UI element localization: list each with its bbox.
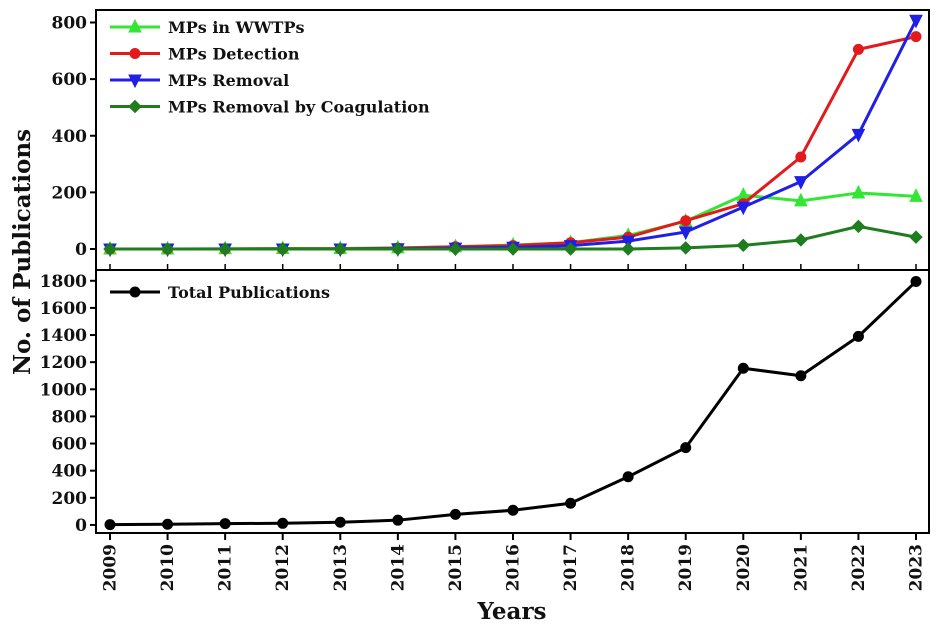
data-point-total-publications xyxy=(334,516,346,528)
data-point-total-publications xyxy=(219,518,231,530)
y-tick-label: 0 xyxy=(75,516,87,536)
legend-marker-mps-detection xyxy=(129,48,141,59)
data-point-mps-removal-by-coagulation xyxy=(851,219,866,234)
data-point-total-publications xyxy=(104,519,116,531)
data-point-mps-in-wwtps xyxy=(851,184,866,199)
data-point-total-publications xyxy=(680,442,692,454)
y-tick-label: 1400 xyxy=(40,326,87,346)
y-tick-label: 1600 xyxy=(40,299,87,319)
y-tick-label: 400 xyxy=(52,127,88,147)
x-tick-label: 2022 xyxy=(849,544,869,591)
data-point-mps-removal-by-coagulation xyxy=(909,230,923,244)
legend-marker-total-publications xyxy=(129,286,141,298)
legend-label-mps-removal-by-coagulation: MPs Removal by Coagulation xyxy=(168,98,430,117)
data-point-total-publications xyxy=(392,514,404,526)
data-point-total-publications xyxy=(622,471,634,483)
data-point-mps-removal-by-coagulation xyxy=(333,242,347,256)
x-tick-label: 2012 xyxy=(273,544,293,591)
y-tick-label: 400 xyxy=(52,462,88,482)
legend-label-mps-in-wwtps: MPs in WWTPs xyxy=(168,18,304,37)
x-tick-label: 2016 xyxy=(504,544,524,591)
data-point-mps-removal xyxy=(909,14,923,29)
y-tick-label: 200 xyxy=(52,183,88,203)
y-tick-label: 800 xyxy=(52,13,88,33)
data-point-mps-removal xyxy=(736,201,751,216)
series-line-mps-detection xyxy=(110,35,917,251)
data-point-mps-removal-by-coagulation xyxy=(563,242,578,256)
data-point-total-publications xyxy=(852,330,864,342)
x-tick-label: 2011 xyxy=(216,544,236,591)
data-point-mps-in-wwtps xyxy=(794,192,808,207)
data-point-mps-removal-by-coagulation xyxy=(218,242,232,256)
data-point-mps-removal-by-coagulation xyxy=(621,242,635,256)
data-point-mps-removal-by-coagulation xyxy=(794,233,808,247)
data-point-mps-removal-by-coagulation xyxy=(391,242,405,256)
legend-label-mps-detection: MPs Detection xyxy=(168,45,300,64)
x-tick-label: 2019 xyxy=(676,544,696,591)
data-point-mps-removal xyxy=(621,235,635,250)
legend-marker-mps-in-wwtps xyxy=(128,18,142,33)
y-tick-label: 600 xyxy=(52,70,88,90)
data-point-mps-removal xyxy=(851,128,866,143)
data-point-total-publications xyxy=(737,362,749,374)
y-tick-label: 1800 xyxy=(40,272,87,292)
data-point-mps-detection xyxy=(795,151,807,163)
legend-label-mps-removal: MPs Removal xyxy=(168,71,289,90)
x-tick-label: 2017 xyxy=(561,544,581,591)
data-point-total-publications xyxy=(565,497,577,509)
x-tick-label: 2023 xyxy=(907,544,927,591)
x-tick-label: 2010 xyxy=(158,544,178,591)
legend-marker-mps-removal-by-coagulation xyxy=(128,99,142,114)
x-tick-label: 2014 xyxy=(388,544,408,591)
data-point-mps-detection xyxy=(910,31,922,43)
plot-frame-bottom xyxy=(95,269,930,534)
x-tick-label: 2020 xyxy=(734,544,754,591)
data-point-mps-detection xyxy=(680,215,692,227)
data-point-total-publications xyxy=(162,518,174,530)
data-point-mps-removal-by-coagulation xyxy=(160,242,175,256)
x-tick-label: 2013 xyxy=(331,544,351,591)
x-tick-label: 2015 xyxy=(446,544,466,591)
data-point-mps-in-wwtps xyxy=(909,188,923,202)
data-point-mps-removal-by-coagulation xyxy=(679,241,693,255)
y-axis-title: No. of Publications xyxy=(9,129,36,375)
data-point-mps-removal-by-coagulation xyxy=(736,238,750,253)
legend-marker-mps-removal xyxy=(128,74,142,89)
data-point-mps-removal xyxy=(678,226,693,241)
y-tick-label: 0 xyxy=(75,240,87,260)
legend-label-total-publications: Total Publications xyxy=(168,283,330,302)
data-point-mps-removal-by-coagulation xyxy=(103,242,117,256)
y-tick-label: 600 xyxy=(52,435,88,455)
data-point-mps-removal-by-coagulation xyxy=(276,242,290,256)
x-tick-label: 2021 xyxy=(791,544,811,591)
y-tick-label: 1200 xyxy=(40,353,87,373)
x-tick-label: 2009 xyxy=(101,544,121,591)
series-line-total-publications xyxy=(109,280,918,527)
data-point-total-publications xyxy=(910,275,922,287)
data-point-mps-detection xyxy=(852,43,864,55)
data-point-mps-removal-by-coagulation xyxy=(448,242,463,256)
data-point-total-publications xyxy=(795,370,807,382)
data-point-mps-removal xyxy=(794,176,808,190)
y-tick-label: 800 xyxy=(52,407,88,427)
data-point-total-publications xyxy=(507,504,519,516)
x-axis-title: Years xyxy=(476,598,546,625)
data-point-mps-removal-by-coagulation xyxy=(506,242,520,256)
y-tick-label: 1000 xyxy=(40,380,87,400)
data-point-total-publications xyxy=(277,517,289,529)
x-tick-label: 2018 xyxy=(619,544,639,591)
y-tick-label: 200 xyxy=(52,489,88,509)
data-point-total-publications xyxy=(449,508,461,520)
